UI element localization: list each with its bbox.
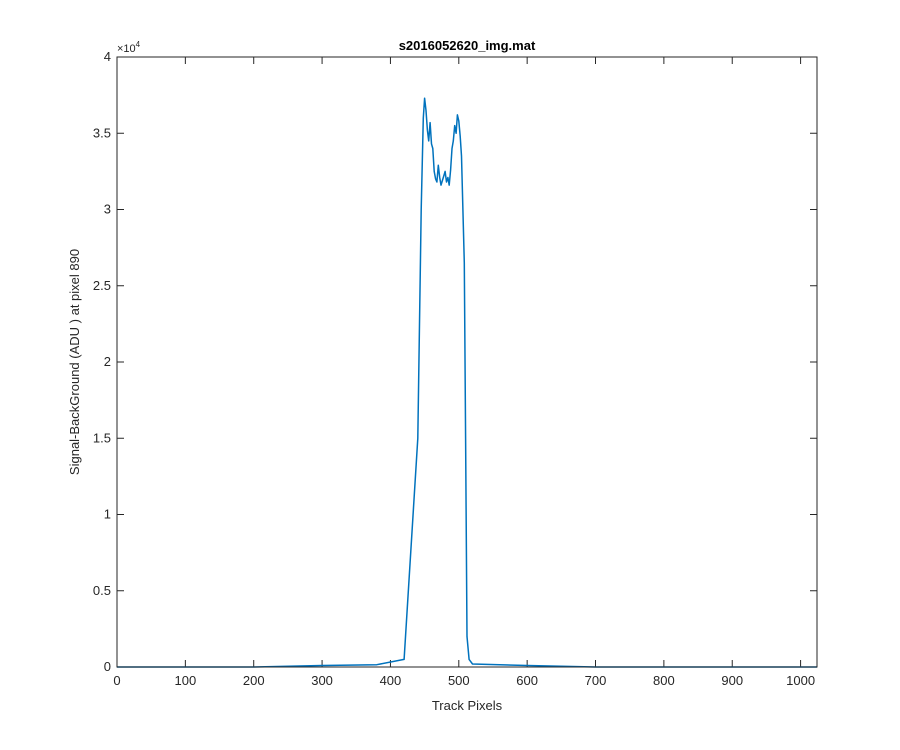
x-tick-label: 1000: [786, 673, 815, 688]
y-multiplier-base: ×10: [117, 43, 136, 55]
x-axis-label: Track Pixels: [432, 698, 503, 713]
y-axis-multiplier: ×104: [117, 40, 141, 55]
x-tick-label: 100: [175, 673, 197, 688]
x-tick-label: 700: [585, 673, 607, 688]
x-tick-label: 500: [448, 673, 470, 688]
labels-layer: 0 100 200 300 400 500 600 700 800 900 1000 0 0.5 1 1.5…: [93, 49, 815, 688]
y-tick-label: 1.5: [93, 430, 111, 445]
y-tick-label: 4: [104, 49, 111, 64]
y-tick-label: 0.5: [93, 583, 111, 598]
x-tick-label: 0: [113, 673, 120, 688]
series-layer: [117, 97, 817, 668]
y-tick-label: 3.5: [93, 125, 111, 140]
y-tick-label: 2.5: [93, 278, 111, 293]
y-tick-label: 2: [104, 354, 111, 369]
y-tick-label: 1: [104, 507, 111, 522]
axes-box: [116, 56, 818, 668]
y-tick-label: 3: [104, 202, 111, 217]
x-tick-label: 800: [653, 673, 675, 688]
y-axis-label: Signal-BackGround (ADU ) at pixel 890: [67, 249, 82, 475]
x-tick-label: 400: [380, 673, 402, 688]
y-multiplier-exponent: 4: [136, 40, 141, 49]
chart-title: s2016052620_img.mat: [399, 38, 536, 53]
x-tick-label: 600: [516, 673, 538, 688]
x-tick-label: 900: [721, 673, 743, 688]
x-tick-label: 200: [243, 673, 265, 688]
series-line-0: [117, 97, 817, 668]
y-tick-label: 0: [104, 659, 111, 674]
x-tick-label: 300: [311, 673, 333, 688]
